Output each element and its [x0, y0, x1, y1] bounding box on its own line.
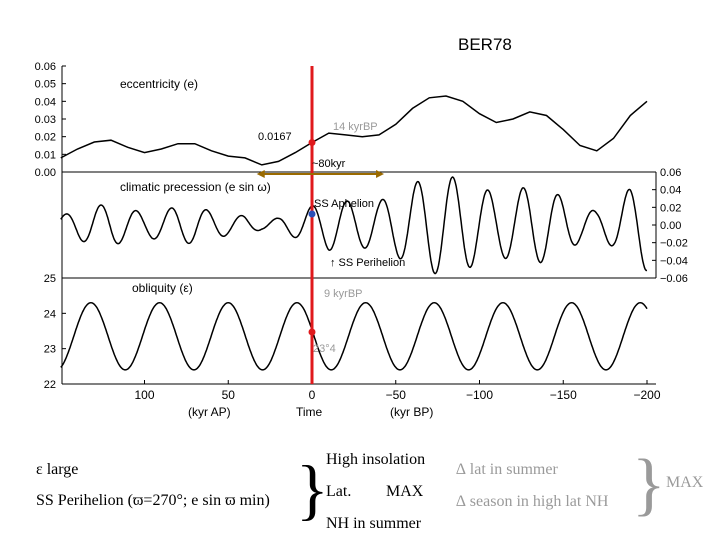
precession-series-line: [60, 176, 648, 275]
note-delta-lat-summer: ∆ lat in summer: [456, 461, 558, 478]
x-axis-left-label: (kyr AP): [188, 405, 231, 419]
precession-panel-label: climatic precession (e sin ω): [120, 180, 271, 194]
x-tick-label: −100: [466, 388, 493, 402]
chart-marks: 100 50 0 −50 −100 −150 −200 0.06 0.05 0.04 0.03 0.0…: [35, 61, 688, 402]
span-arrow-left-head: [256, 170, 265, 178]
x-axis-right-label: (kyr BP): [390, 405, 433, 419]
ecc-y-tick-label: 0.03: [35, 114, 56, 126]
right-brace: }: [632, 446, 666, 523]
prec-y-tick-label: 0.04: [660, 185, 681, 197]
aphelion-dot: [308, 210, 316, 218]
x-tick-label: 100: [134, 388, 154, 402]
ecc-y-tick-label: 0.06: [35, 61, 56, 73]
x-tick-label: 50: [222, 388, 236, 402]
obl-now-dot: [308, 328, 316, 336]
prec-y-tick-label: 0.02: [660, 202, 681, 214]
span-arrow-right-head: [376, 170, 385, 178]
note-nh-in-summer: NH in summer: [326, 515, 422, 532]
note-delta-season: ∆ season in high lat NH: [456, 493, 609, 510]
span-label: ~80kyr: [312, 158, 346, 170]
left-brace: }: [296, 451, 329, 527]
prec-y-tick-label: −0.06: [660, 273, 688, 285]
ecc-series-line: [60, 95, 648, 166]
kyr14-label: 14 kyrBP: [333, 121, 378, 133]
obl-y-tick-label: 25: [44, 273, 56, 285]
x-tick-label: −150: [550, 388, 577, 402]
ecc-value-label: 0.0167: [258, 131, 292, 143]
chart-frame: [61, 66, 657, 385]
note-lat: Lat.: [326, 483, 352, 500]
prec-y-tick-label: −0.02: [660, 238, 688, 250]
obliquity-panel-label: obliquity (ε): [132, 281, 193, 295]
note-ss-perihelion: SS Perihelion (ϖ=270°; e sin ϖ min): [36, 492, 270, 509]
ecc-y-tick-label: 0.05: [35, 79, 56, 91]
x-tick-label: −50: [386, 388, 407, 402]
x-tick-label: −200: [633, 388, 660, 402]
ecc-y-tick-label: 0.01: [35, 149, 56, 161]
obl-y-tick-label: 23: [44, 344, 56, 356]
ecc-now-dot: [308, 138, 316, 146]
note-max: MAX: [386, 483, 424, 500]
chart-title: BER78: [458, 35, 512, 54]
obliquity-series-line: [60, 301, 648, 371]
x-axis-title: Time: [296, 405, 323, 419]
prec-y-tick-label: 0.00: [660, 220, 681, 232]
kyr9-label: 9 kyrBP: [324, 288, 363, 300]
aphelion-label: SS Aphelion: [314, 198, 374, 210]
x-tick-label: 0: [309, 388, 316, 402]
ecc-y-tick-label: 0.02: [35, 132, 56, 144]
ecc-panel-label: eccentricity (e): [120, 77, 198, 91]
prec-y-tick-label: 0.06: [660, 167, 681, 179]
note-epsilon-large: ε large: [36, 461, 79, 478]
prec-y-tick-label: −0.04: [660, 255, 688, 267]
note-far-right-max: MAX: [666, 474, 704, 491]
perihelion-label: ↑ SS Perihelion: [330, 257, 405, 269]
obl-y-tick-label: 22: [44, 379, 56, 391]
ecc-y-tick-label: 0.00: [35, 167, 56, 179]
obl-y-tick-label: 24: [44, 308, 56, 320]
note-high-insolation: High insolation: [326, 451, 426, 468]
obl-value-label: 23°4: [313, 343, 336, 355]
ecc-y-tick-label: 0.04: [35, 96, 56, 108]
